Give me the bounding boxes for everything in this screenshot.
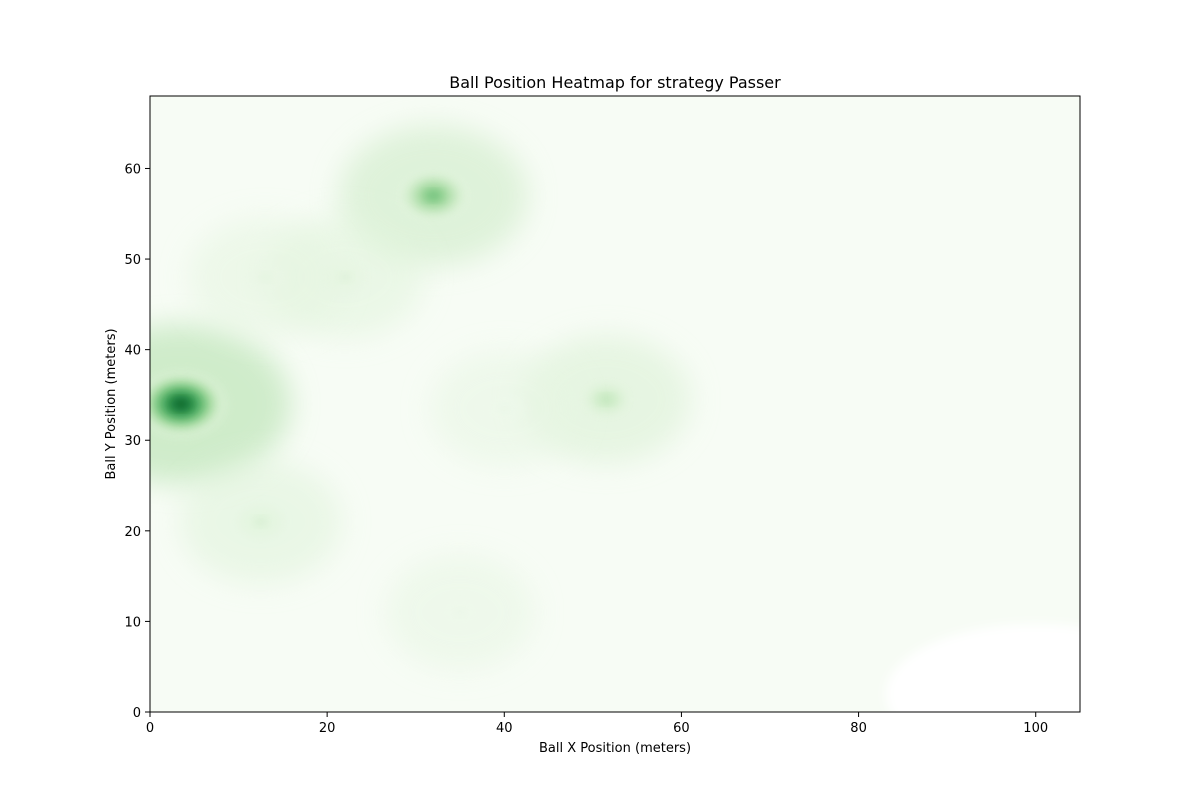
density-contour <box>600 395 612 404</box>
density-contour <box>173 399 189 409</box>
y-axis-ticks: 0 10 20 30 40 50 60 <box>124 162 150 721</box>
y-tick-label: 20 <box>124 525 141 540</box>
density-peak <box>338 125 529 267</box>
y-tick-label: 10 <box>124 615 141 630</box>
y-tick-label: 50 <box>124 253 141 268</box>
density-empty-region <box>885 623 1080 712</box>
chart-title: Ball Position Heatmap for strategy Passe… <box>449 73 781 92</box>
x-tick-label: 20 <box>319 721 336 736</box>
density-contour <box>454 608 466 616</box>
y-tick-label: 30 <box>124 434 141 449</box>
density-peak <box>150 324 291 484</box>
density-peak <box>179 459 342 584</box>
density-contour <box>427 191 440 200</box>
density-contour <box>499 405 510 412</box>
density-peak <box>187 217 343 337</box>
x-tick-label: 0 <box>146 721 154 736</box>
density-layer <box>150 96 1080 712</box>
x-tick-label: 60 <box>673 721 690 736</box>
density-peak <box>429 350 580 467</box>
x-axis-ticks: 0 20 40 60 80 100 <box>146 712 1048 736</box>
x-tick-label: 40 <box>496 721 513 736</box>
density-contour <box>259 273 271 281</box>
x-tick-label: 80 <box>850 721 867 736</box>
density-peak <box>385 554 535 671</box>
x-axis-label: Ball X Position (meters) <box>539 741 691 756</box>
density-contour <box>255 518 267 526</box>
y-axis-label: Ball Y Position (meters) <box>104 328 119 479</box>
y-tick-label: 60 <box>124 162 141 177</box>
x-tick-label: 100 <box>1023 721 1048 736</box>
y-tick-label: 40 <box>124 344 141 359</box>
plot-frame <box>149 95 1081 713</box>
y-tick-label: 0 <box>133 706 141 721</box>
